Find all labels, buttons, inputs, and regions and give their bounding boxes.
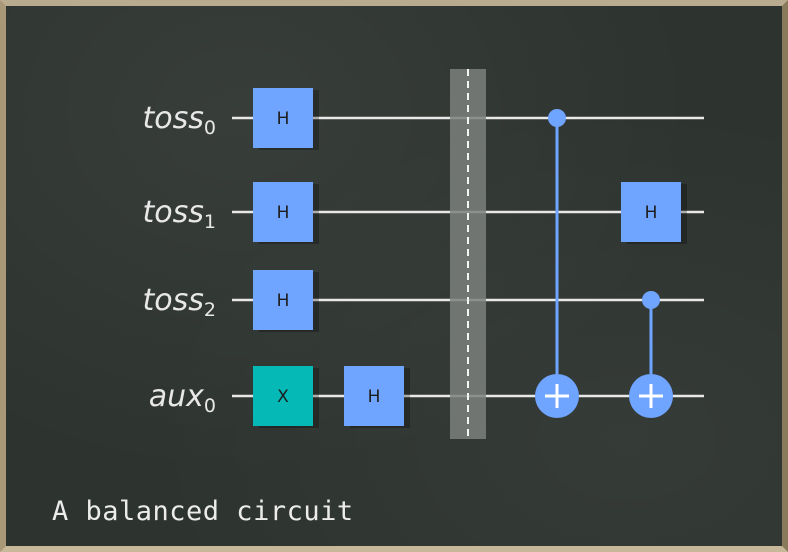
quantum-circuit: toss0 toss1 toss2 aux0 H H H X H H	[143, 69, 704, 439]
cx-control-dot	[642, 291, 660, 309]
h-gate	[344, 366, 404, 426]
h-gate	[253, 88, 313, 148]
caption: A balanced circuit	[52, 496, 354, 527]
qubit-label: toss2	[143, 283, 216, 321]
cx-control-dot	[548, 109, 566, 127]
h-gate	[253, 270, 313, 330]
gate-label: H	[277, 203, 290, 223]
h-gate	[621, 182, 681, 242]
h-gate	[253, 182, 313, 242]
gate-label: X	[277, 387, 289, 407]
gate-label: H	[645, 203, 658, 223]
qubit-label: aux0	[149, 379, 216, 417]
gate-label: H	[368, 387, 381, 407]
qubit-label: toss0	[143, 101, 216, 139]
chalkboard: toss0 toss1 toss2 aux0 H H H X H H A balanced cir…	[6, 6, 782, 546]
gate-label: H	[277, 291, 290, 311]
gate-label: H	[277, 109, 290, 129]
qubit-label: toss1	[143, 195, 216, 233]
x-gate	[253, 366, 313, 426]
